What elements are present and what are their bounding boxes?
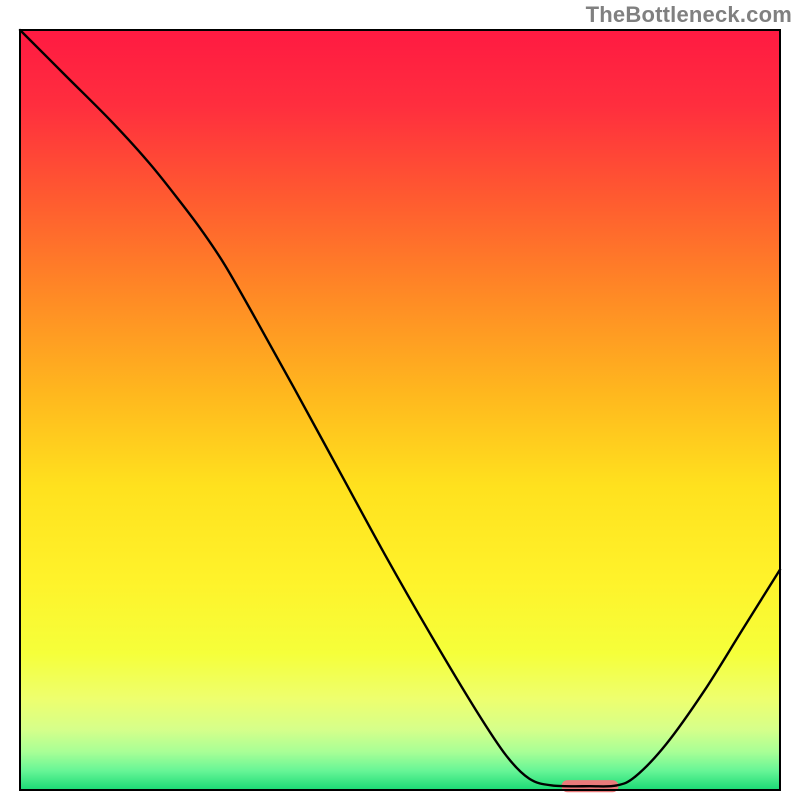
bottleneck-chart: TheBottleneck.com bbox=[0, 0, 800, 800]
watermark-text: TheBottleneck.com bbox=[586, 2, 792, 28]
chart-canvas bbox=[0, 0, 800, 800]
